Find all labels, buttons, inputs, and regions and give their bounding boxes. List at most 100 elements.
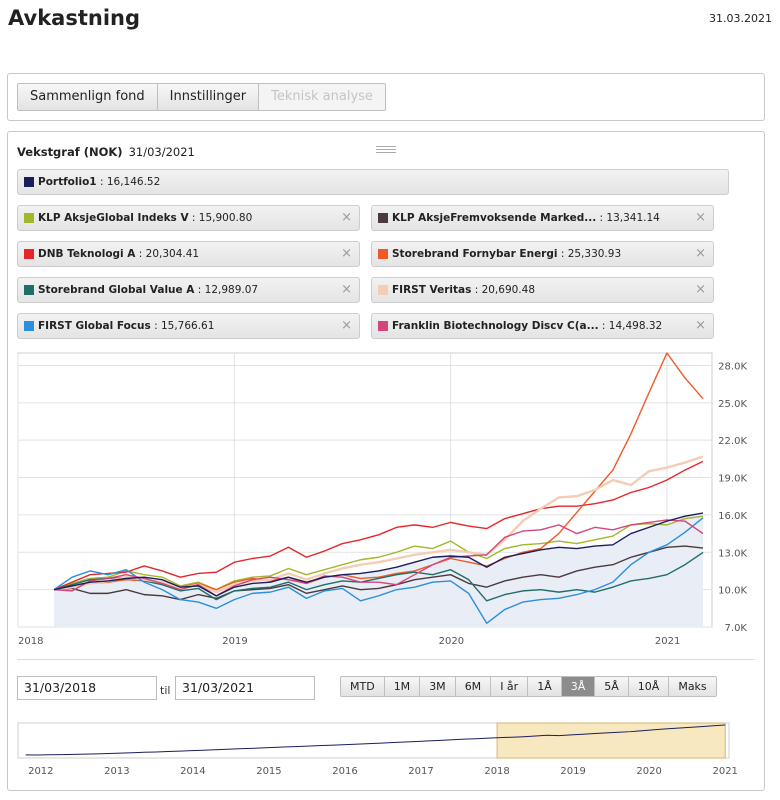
date-to-input[interactable]: 31/03/2021 <box>175 676 315 700</box>
fund-name: DNB Teknologi A <box>38 248 136 260</box>
remove-fund-icon[interactable]: × <box>695 210 706 225</box>
fund-value: : 20,690.48 <box>471 284 536 296</box>
fund-value: : 25,330.93 <box>557 248 622 260</box>
fund-name: Storebrand Global Value A <box>38 284 195 296</box>
date-from-input[interactable]: 31/03/2018 <box>17 676 157 700</box>
period-button[interactable]: MTD <box>341 677 385 696</box>
y-tick-label: 16.0K <box>718 511 747 522</box>
fund-chip: FIRST Veritas : 20,690.48 × <box>371 277 714 303</box>
fund-chip: Storebrand Fornybar Energi : 25,330.93 × <box>371 241 714 267</box>
fund-chip: Franklin Biotechnology Discv C(a... : 14… <box>371 313 714 339</box>
y-tick-label: 13.0K <box>718 548 747 559</box>
y-tick-label: 10.0K <box>718 586 747 597</box>
navigator-year-label: 2016 <box>332 766 357 777</box>
navigator-year-label: 2019 <box>560 766 585 777</box>
navigator-year-label: 2013 <box>104 766 129 777</box>
page-title: Avkastning <box>8 6 140 30</box>
report-date: 31.03.2021 <box>709 12 772 25</box>
x-tick-label: 2019 <box>222 636 247 647</box>
fund-chip: KLP AksjeFremvoksende Marked... : 13,341… <box>371 205 714 231</box>
navigator-year-label: 2017 <box>408 766 433 777</box>
chart-date: 31/03/2021 <box>128 145 195 159</box>
y-tick-label: 7.0K <box>725 623 748 634</box>
period-button[interactable]: 3M <box>420 677 456 696</box>
fund-name: KLP AksjeGlobal Indeks V <box>38 212 189 224</box>
series-line <box>54 519 704 597</box>
y-tick-label: 19.0K <box>718 474 747 485</box>
period-button[interactable]: 3Å <box>561 677 596 696</box>
fund-value: : 14,498.32 <box>598 320 663 332</box>
navigator[interactable]: 2012 2013 2014 2015 2016 2017 2018 2019 2020 2021 <box>17 722 757 782</box>
divider <box>17 659 755 660</box>
period-button[interactable]: 1M <box>384 677 421 696</box>
fund-swatch <box>24 285 34 295</box>
remove-fund-icon[interactable]: × <box>695 282 706 297</box>
growth-chart[interactable]: 7.0K 10.0K 13.0K 16.0K 19.0K 22.0K 25.0K 28.0K 2… <box>17 352 757 652</box>
navigator-year-label: 2021 <box>712 766 737 777</box>
fund-chip: KLP AksjeGlobal Indeks V : 15,900.80 × <box>17 205 360 231</box>
x-tick-label: 2020 <box>439 636 464 647</box>
series-line <box>54 545 704 601</box>
chart-header: Vekstgraf (NOK) 31/03/2021 <box>17 145 195 159</box>
series-line <box>53 551 704 602</box>
fund-name: Storebrand Fornybar Energi <box>392 248 558 260</box>
period-button[interactable]: 1Å <box>528 677 562 696</box>
tab-compare-funds[interactable]: Sammenlign fond <box>18 84 158 110</box>
portfolio-chip: Portfolio1 : 16,146.52 <box>17 169 729 195</box>
portfolio-swatch <box>24 177 34 187</box>
fund-name: FIRST Veritas <box>392 284 472 296</box>
period-button[interactable]: Maks <box>669 677 716 696</box>
tab-bar: Sammenlign fond Innstillinger Teknisk an… <box>17 83 386 111</box>
remove-fund-icon[interactable]: × <box>341 318 352 333</box>
period-button[interactable]: 6M <box>455 677 492 696</box>
fund-value: : 15,900.80 <box>188 212 253 224</box>
fund-name: KLP AksjeFremvoksende Marked... <box>392 212 597 224</box>
fund-value: : 12,989.07 <box>194 284 259 296</box>
fund-swatch <box>378 285 388 295</box>
series-line <box>53 517 704 624</box>
period-button[interactable]: 5Å <box>595 677 629 696</box>
period-button[interactable]: 10Å <box>628 677 670 696</box>
y-tick-label: 28.0K <box>718 361 747 372</box>
series-line <box>53 455 704 594</box>
fund-chip: DNB Teknologi A : 20,304.41 × <box>17 241 360 267</box>
portfolio-name: Portfolio1 <box>38 176 97 188</box>
fund-value: : 20,304.41 <box>135 248 200 260</box>
tab-settings[interactable]: Innstillinger <box>157 84 260 110</box>
navigator-year-label: 2012 <box>28 766 53 777</box>
fund-name: Franklin Biotechnology Discv C(a... <box>392 320 599 332</box>
fund-swatch <box>24 321 34 331</box>
navigator-selection <box>496 722 726 759</box>
period-button[interactable]: I år <box>491 677 529 696</box>
remove-fund-icon[interactable]: × <box>341 282 352 297</box>
fund-swatch <box>24 213 34 223</box>
navigator-year-label: 2020 <box>636 766 661 777</box>
fund-chip: FIRST Global Focus : 15,766.61 × <box>17 313 360 339</box>
remove-fund-icon[interactable]: × <box>341 246 352 261</box>
y-tick-label: 22.0K <box>718 436 747 447</box>
fund-swatch <box>378 213 388 223</box>
navigator-year-label: 2015 <box>256 766 281 777</box>
series-line <box>53 512 704 597</box>
x-tick-label: 2021 <box>655 636 680 647</box>
tab-technical-analysis: Teknisk analyse <box>259 84 385 110</box>
fund-value: : 13,341.14 <box>596 212 660 224</box>
fund-name: FIRST Global Focus <box>38 320 151 332</box>
til-label: til <box>160 684 171 697</box>
x-tick-label: 2018 <box>18 636 43 647</box>
fund-chip: Storebrand Global Value A : 12,989.07 × <box>17 277 360 303</box>
drag-handle-icon[interactable] <box>376 146 396 154</box>
remove-fund-icon[interactable]: × <box>341 210 352 225</box>
chart-title: Vekstgraf (NOK) <box>17 145 123 159</box>
period-buttons: MTD 1M 3M 6M I år 1Å 3Å 5Å 10Å Maks <box>340 676 717 697</box>
navigator-line <box>25 724 726 756</box>
portfolio-value: : 16,146.52 <box>99 176 161 188</box>
fund-swatch <box>378 321 388 331</box>
remove-fund-icon[interactable]: × <box>695 318 706 333</box>
series-line <box>53 515 704 591</box>
remove-fund-icon[interactable]: × <box>695 246 706 261</box>
fund-swatch <box>24 249 34 259</box>
series-line <box>53 460 704 591</box>
fund-value: : 15,766.61 <box>150 320 215 332</box>
y-tick-label: 25.0K <box>718 399 747 410</box>
